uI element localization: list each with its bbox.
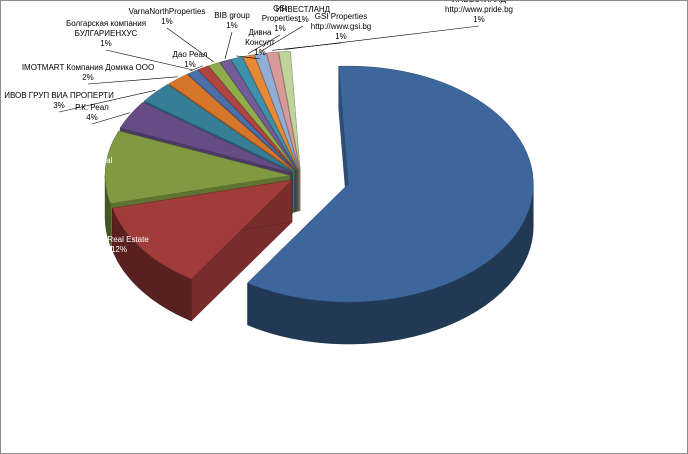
pie-slice [197, 65, 296, 171]
data-label: 3% [53, 101, 65, 110]
pie-slice [187, 69, 296, 171]
pie-tops [104, 50, 534, 303]
pie-slice [104, 130, 291, 204]
data-label: 1% [473, 15, 485, 24]
data-label: 1% [161, 17, 173, 26]
data-label: GSI [273, 4, 287, 13]
leader-line [224, 31, 233, 59]
data-label: БУЛГАРИЕНХУС [75, 29, 138, 38]
data-label: ПРЕМИУМ [579, 209, 620, 218]
data-label: 60% [591, 219, 607, 228]
leader-line [87, 76, 178, 85]
data-label: ИНВЕСТЛАНД [276, 5, 331, 14]
data-label: Дивна [248, 28, 272, 37]
data-label: Дао Реал [172, 50, 207, 59]
data-label: GSI Properties [315, 12, 367, 21]
leader-line [284, 25, 480, 50]
pie-slice [219, 59, 297, 170]
pie-slice [143, 84, 293, 172]
leader-line [91, 112, 131, 125]
leader-line [260, 25, 304, 52]
leader-lines [58, 25, 480, 125]
leader-line [248, 34, 281, 54]
data-label: 1% [297, 15, 309, 24]
data-label: http://www.gsi.bg [311, 22, 371, 31]
data-label: Консулт [245, 38, 275, 47]
data-label: ИНВЕСТЛАНД [452, 1, 507, 4]
leader-line [105, 49, 193, 71]
data-label: Болгарская компания [66, 19, 146, 28]
pie-slice [119, 101, 292, 173]
data-label: http://www.pride.bg [445, 5, 513, 14]
data-label: VarnaNorthProperties [129, 7, 206, 16]
data-label: 1% [254, 48, 266, 57]
pie-slice [168, 74, 295, 171]
data-label: ИВОВ ГРУП ВИА ПРОПЕРТИ [4, 91, 114, 100]
pie-slice [208, 62, 297, 170]
data-label: 12% [111, 245, 127, 254]
data-label: 1% [335, 32, 347, 41]
data-label: Р.К. Реал [75, 103, 109, 112]
data-label: Best Real Estate [89, 235, 149, 244]
pie-slice [247, 65, 534, 303]
data-label: 10% [85, 166, 101, 175]
data-label: 2% [82, 73, 94, 82]
pie-slice [266, 51, 300, 170]
leader-line [236, 55, 261, 60]
data-label: BIB group [214, 11, 250, 20]
data-label: 1% [184, 60, 196, 69]
leader-line [166, 27, 215, 63]
leader-line [58, 90, 156, 113]
data-label: 4% [86, 113, 98, 122]
data-label: 1% [226, 21, 238, 30]
data-label: 1% [100, 39, 112, 48]
data-label: IMOTMART Компания Домика ООО [22, 63, 154, 72]
data-label: Properties [262, 14, 298, 23]
leader-line [189, 65, 204, 72]
data-label: AG Capital [74, 156, 113, 165]
pie-slice [254, 52, 299, 170]
data-label: 1% [274, 24, 286, 33]
pie-slice [278, 50, 301, 170]
pie-slice [112, 179, 293, 280]
